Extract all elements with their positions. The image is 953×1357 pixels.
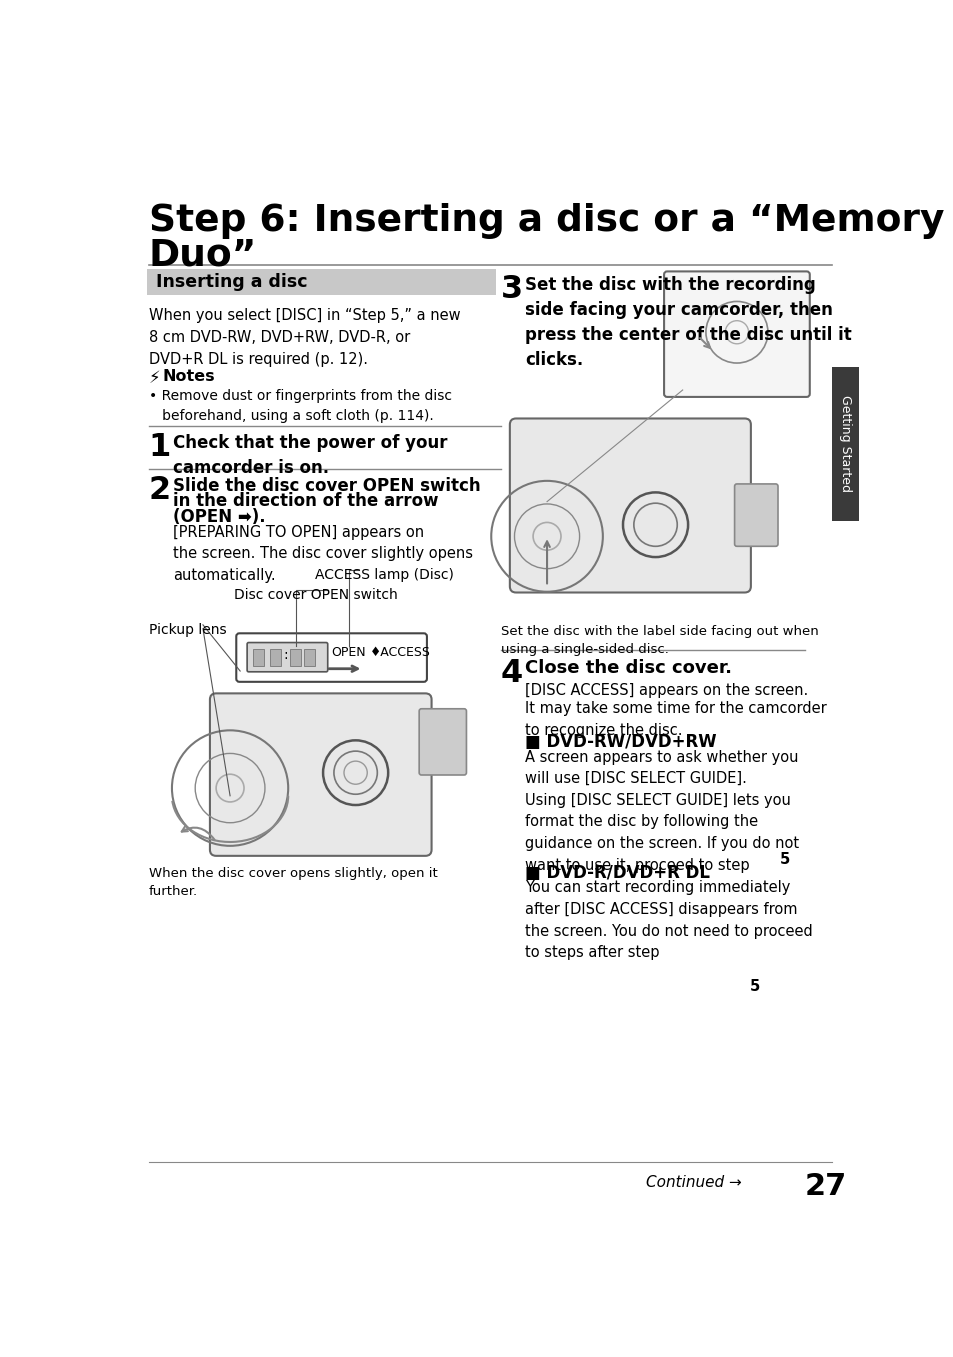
Text: ⚡: ⚡ [149,369,160,387]
FancyBboxPatch shape [270,649,281,666]
FancyBboxPatch shape [303,649,315,666]
FancyBboxPatch shape [663,271,809,396]
Text: 27: 27 [804,1171,846,1201]
Text: When the disc cover opens slightly, open it
further.: When the disc cover opens slightly, open… [149,867,437,898]
Text: ACCESS lamp (Disc): ACCESS lamp (Disc) [315,567,454,582]
Text: It may take some time for the camcorder
to recognize the disc.: It may take some time for the camcorder … [525,702,826,738]
FancyBboxPatch shape [509,418,750,593]
Text: ■ DVD-R/DVD+R DL: ■ DVD-R/DVD+R DL [525,863,710,882]
Text: 2: 2 [149,475,171,506]
Text: Slide the disc cover OPEN switch: Slide the disc cover OPEN switch [173,478,480,495]
Text: (OPEN ➡).: (OPEN ➡). [173,508,266,525]
Text: A screen appears to ask whether you
will use [DISC SELECT GUIDE].
Using [DISC SE: A screen appears to ask whether you will… [525,749,799,873]
Text: Check that the power of your
camcorder is on.: Check that the power of your camcorder i… [173,434,448,476]
Text: 3: 3 [500,274,522,305]
FancyBboxPatch shape [418,708,466,775]
Text: :: : [283,647,288,662]
Text: [PREPARING TO OPEN] appears on
the screen. The disc cover slightly opens
automat: [PREPARING TO OPEN] appears on the scree… [173,525,473,584]
Text: OPEN: OPEN [331,646,365,658]
FancyBboxPatch shape [147,269,496,296]
Text: Duo”: Duo” [149,237,256,274]
Text: 5: 5 [779,852,789,867]
Text: 1: 1 [149,433,171,463]
FancyBboxPatch shape [734,484,778,547]
Text: in the direction of the arrow: in the direction of the arrow [173,493,438,510]
Text: Inserting a disc: Inserting a disc [156,273,308,290]
Text: [DISC ACCESS] appears on the screen.: [DISC ACCESS] appears on the screen. [525,683,808,697]
FancyBboxPatch shape [253,649,264,666]
Text: 4: 4 [500,658,522,689]
FancyBboxPatch shape [236,634,427,681]
Text: Close the disc cover.: Close the disc cover. [525,660,732,677]
Text: Pickup lens: Pickup lens [149,623,226,636]
Text: You can start recording immediately
after [DISC ACCESS] disappears from
the scre: You can start recording immediately afte… [525,881,812,961]
Text: Set the disc with the label side facing out when
using a single-sided disc.: Set the disc with the label side facing … [500,624,818,655]
FancyBboxPatch shape [290,649,301,666]
FancyBboxPatch shape [247,643,328,672]
Text: Step 6: Inserting a disc or a “Memory Stick PRO: Step 6: Inserting a disc or a “Memory St… [149,204,953,239]
Text: • Remove dust or fingerprints from the disc
   beforehand, using a soft cloth (p: • Remove dust or fingerprints from the d… [149,389,451,423]
Text: Disc cover OPEN switch: Disc cover OPEN switch [233,588,397,603]
Text: Notes: Notes [162,369,215,384]
Text: Getting Started: Getting Started [838,395,851,493]
Text: ♦ACCESS: ♦ACCESS [369,646,430,658]
Text: When you select [DISC] in “Step 5,” a new
8 cm DVD-RW, DVD+RW, DVD-R, or
DVD+R D: When you select [DISC] in “Step 5,” a ne… [149,308,460,366]
FancyBboxPatch shape [210,693,431,856]
Text: ■ DVD-RW/DVD+RW: ■ DVD-RW/DVD+RW [525,733,717,750]
Text: Set the disc with the recording
side facing your camcorder, then
press the cente: Set the disc with the recording side fac… [525,275,851,369]
Text: Continued →: Continued → [645,1175,741,1190]
Text: 5: 5 [749,978,760,995]
FancyBboxPatch shape [831,366,858,521]
